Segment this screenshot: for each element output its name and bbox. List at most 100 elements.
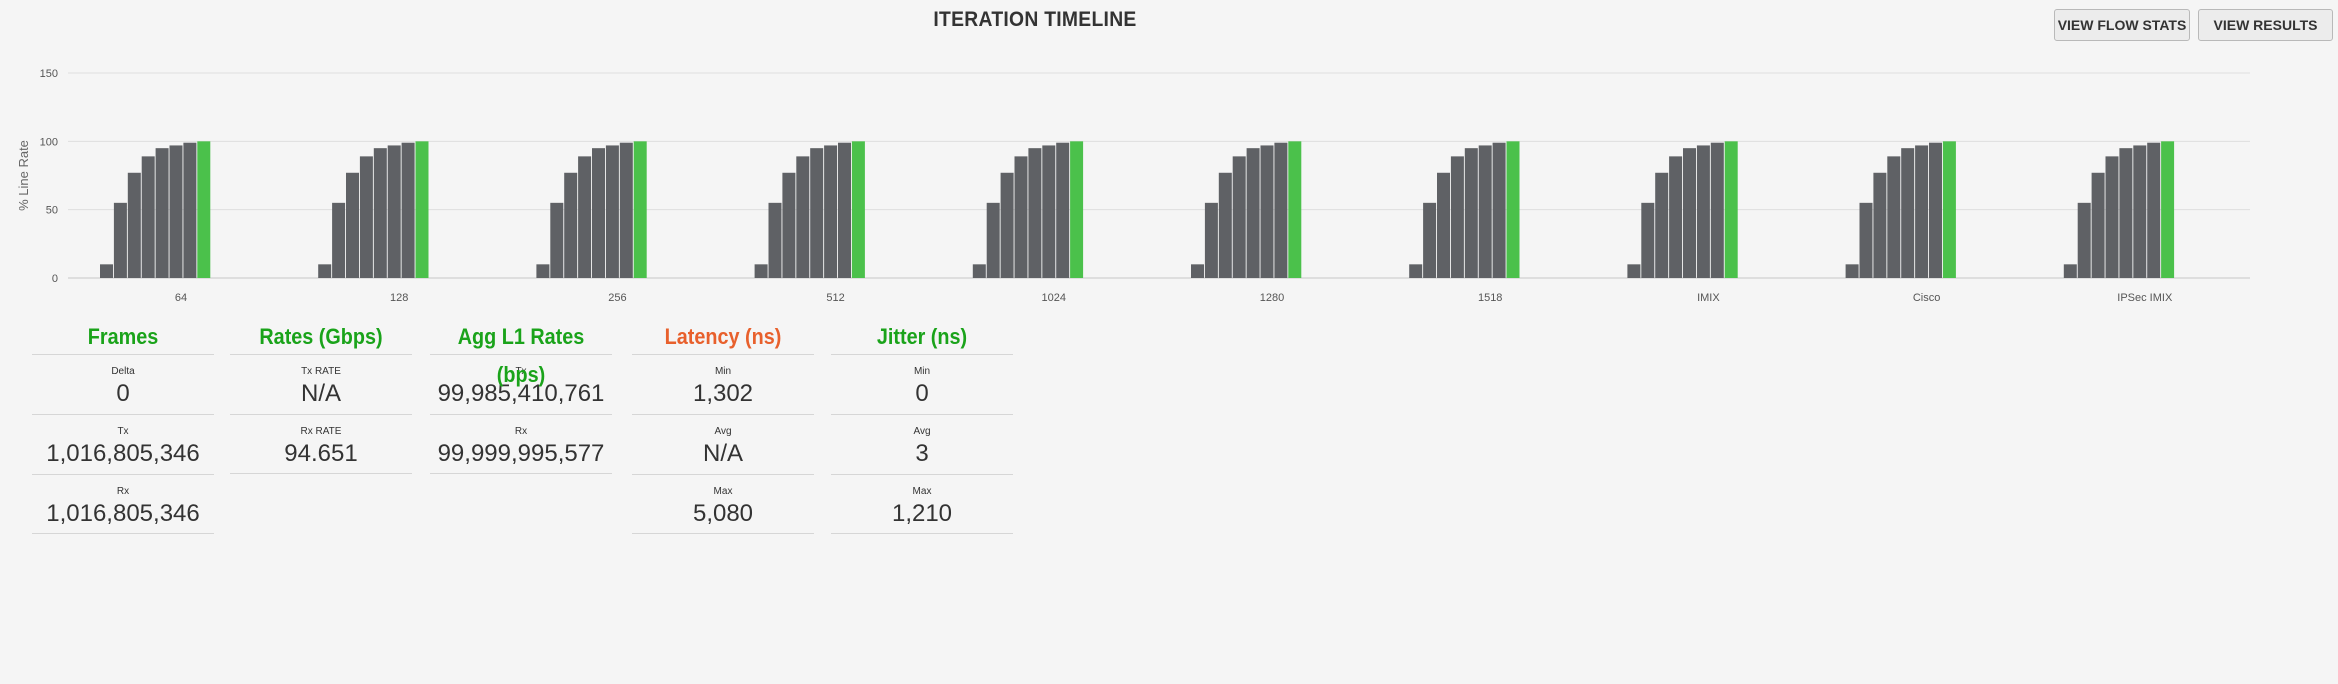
final-bar	[1506, 141, 1520, 278]
bar	[1627, 264, 1641, 278]
agg-l1-tx-label: Tx	[515, 366, 527, 377]
jitter-column: Jitter (ns) Min 0 Avg 3 Max 1,210	[831, 318, 1013, 534]
y-axis-label: % Line Rate	[16, 140, 31, 211]
jitter-min-cell: Min 0	[831, 354, 1013, 414]
bar	[1218, 172, 1232, 278]
bar	[1887, 156, 1901, 278]
rates-rx-label: Rx RATE	[300, 426, 342, 437]
bar	[373, 148, 387, 278]
agg-l1-tx-value: 99,985,410,761	[437, 380, 605, 407]
bar	[810, 148, 824, 278]
bar	[2147, 142, 2161, 278]
frames-delta-value: 0	[116, 380, 130, 407]
bar	[1845, 264, 1859, 278]
agg-l1-rx-value: 99,999,995,577	[437, 440, 605, 467]
final-bar	[1724, 141, 1738, 278]
final-bar	[197, 141, 211, 278]
bar	[332, 202, 346, 278]
bar	[113, 202, 127, 278]
final-bar	[633, 141, 647, 278]
bar	[578, 156, 592, 278]
final-bar	[1070, 141, 1084, 278]
jitter-max-value: 1,210	[891, 500, 953, 527]
bar	[1464, 148, 1478, 278]
bar	[169, 145, 183, 278]
bar	[1000, 172, 1014, 278]
x-tick-label: 128	[390, 292, 408, 304]
latency-max-label: Max	[713, 486, 733, 497]
bar	[796, 156, 810, 278]
y-tick-label: 100	[40, 136, 58, 148]
bar	[1683, 148, 1696, 278]
bar	[1437, 172, 1450, 278]
bar	[782, 172, 796, 278]
latency-max-value: 5,080	[692, 500, 754, 527]
bar	[536, 264, 550, 278]
final-bar	[1288, 141, 1302, 278]
frames-delta-cell: Delta 0	[32, 354, 214, 414]
x-tick-label: 1280	[1260, 292, 1284, 304]
bar	[359, 156, 373, 278]
bar	[1204, 202, 1218, 278]
bar	[2077, 202, 2091, 278]
bar	[564, 172, 578, 278]
bar	[346, 172, 359, 278]
bar	[2133, 145, 2147, 278]
y-tick-label: 150	[40, 68, 58, 80]
bar	[1710, 142, 1724, 278]
rates-rx-value: 94.651	[284, 440, 358, 467]
bar	[1859, 202, 1873, 278]
bar	[550, 202, 564, 278]
jitter-avg-value: 3	[915, 440, 929, 467]
x-tick-label: IPSec IMIX	[2117, 292, 2173, 304]
view-results-button[interactable]: VIEW RESULTS	[2198, 9, 2333, 41]
bar	[183, 142, 197, 278]
bar	[2063, 264, 2077, 278]
bar	[318, 264, 332, 278]
bar	[387, 145, 401, 278]
bar	[1655, 172, 1669, 278]
bar	[768, 202, 782, 278]
agg-l1-rx-label: Rx	[514, 426, 528, 437]
final-bar	[1942, 141, 1956, 278]
view-flow-stats-button[interactable]: VIEW FLOW STATS	[2054, 9, 2190, 41]
bar	[1929, 142, 1942, 278]
x-tick-label: Cisco	[1913, 292, 1941, 304]
agg-l1-title: Agg L1 Rates (bps)	[457, 324, 585, 387]
latency-column: Latency (ns) Min 1,302 Avg N/A Max 5,080	[632, 318, 814, 534]
bar	[1696, 145, 1710, 278]
jitter-avg-label: Avg	[913, 426, 931, 437]
frames-column: Frames Delta 0 Tx 1,016,805,346 Rx 1,016…	[32, 318, 214, 534]
bar	[1873, 172, 1887, 278]
jitter-min-label: Min	[913, 366, 931, 377]
latency-min-value: 1,302	[692, 380, 754, 407]
bar	[1669, 156, 1683, 278]
rates-tx-cell: Tx RATE N/A	[230, 354, 412, 414]
jitter-max-label: Max	[912, 486, 932, 497]
jitter-title: Jitter (ns)	[876, 324, 968, 349]
frames-title: Frames	[87, 324, 159, 349]
bar	[1901, 148, 1915, 278]
rates-title: Rates (Gbps)	[259, 324, 383, 349]
bar	[1641, 202, 1655, 278]
x-tick-label: 512	[826, 292, 844, 304]
frames-rx-value: 1,016,805,346	[46, 500, 200, 527]
bar	[1450, 156, 1464, 278]
final-bar	[415, 141, 429, 278]
rates-tx-label: Tx RATE	[301, 366, 341, 377]
x-tick-label: 1518	[1478, 292, 1502, 304]
frames-delta-label: Delta	[111, 366, 135, 377]
latency-avg-value: N/A	[702, 440, 743, 467]
bar	[1915, 145, 1929, 278]
bar	[824, 145, 838, 278]
bar	[972, 264, 986, 278]
frames-rx-cell: Rx 1,016,805,346	[32, 474, 214, 534]
bar	[141, 156, 155, 278]
latency-avg-label: Avg	[714, 426, 732, 437]
page-title: ITERATION TIMELINE	[933, 8, 1137, 31]
bar	[1191, 264, 1204, 278]
rates-column: Rates (Gbps) Tx RATE N/A Rx RATE 94.651	[230, 318, 412, 474]
bar	[1246, 148, 1260, 278]
jitter-min-value: 0	[915, 380, 929, 407]
iteration-timeline-chart: 0 50 100 150 % Line Rate 64 128 256 512 1024 1280 1…	[16, 68, 2250, 304]
